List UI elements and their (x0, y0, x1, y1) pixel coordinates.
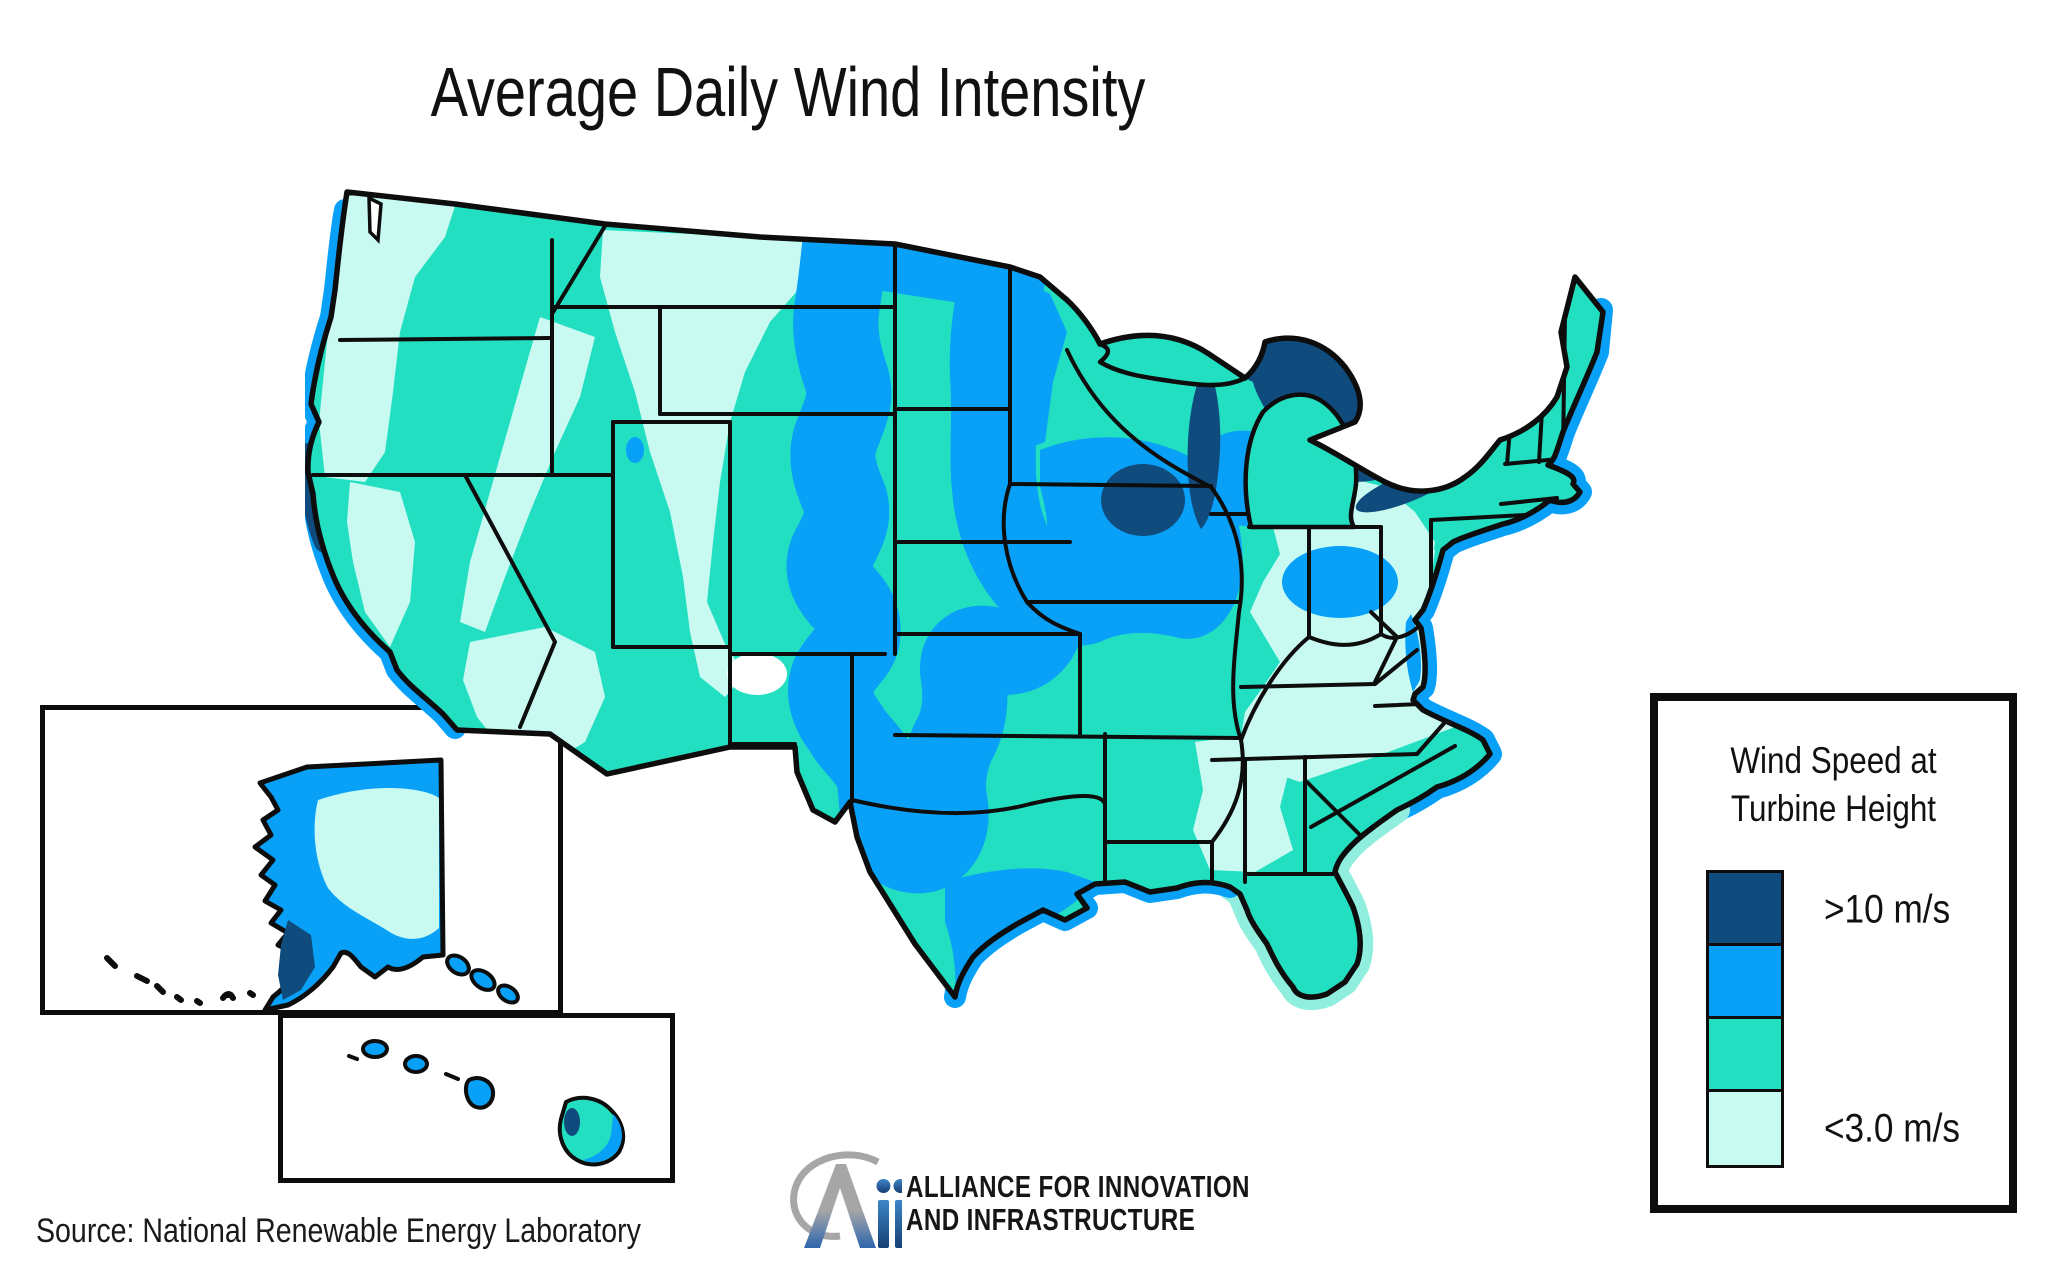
legend-row (1706, 1015, 1966, 1095)
legend-row: <3.0 m/s (1706, 1088, 1966, 1168)
logo-letters-ii (876, 1179, 908, 1248)
alaska-panhandle-islands (445, 953, 520, 1005)
alaska-inset-box (40, 705, 563, 1015)
legend-swatch-cyan (1706, 1088, 1784, 1168)
aii-logo-mark (790, 1151, 908, 1248)
logo-line1: ALLIANCE FOR INNOVATION (906, 1169, 1250, 1204)
hawaii-map (347, 1039, 626, 1167)
puget-sound-notch (367, 195, 383, 244)
source-attribution: Source: National Renewable Energy Labora… (36, 1212, 641, 1250)
alaska-low-wind-region (314, 788, 439, 939)
hawaii-inset-box (278, 1013, 675, 1183)
aii-logo: ALLIANCE FOR INNOVATION AND INFRASTRUCTU… (782, 1148, 1302, 1258)
logo-line2: AND INFRASTRUCTURE (906, 1202, 1196, 1237)
iowa-navy-blob (1101, 464, 1185, 536)
legend-scale: >10 m/s <3.0 m/s (1706, 869, 1966, 1168)
big-island-windy-edge (583, 1114, 622, 1163)
legend-row (1706, 942, 1966, 1022)
aleutian-islands (104, 955, 256, 1006)
logo-wordmark: ALLIANCE FOR INNOVATION AND INFRASTRUCTU… (906, 1170, 1250, 1236)
alaska-map (104, 757, 520, 1013)
legend-title-line1: Wind Speed at (1730, 740, 1937, 781)
big-island-navy-patch (564, 1108, 580, 1136)
legend-swatch-teal (1706, 1015, 1784, 1095)
legend-box: Wind Speed at Turbine Height >10 m/s <3.… (1650, 693, 2017, 1213)
legend-swatch-blue (1706, 942, 1784, 1022)
great-salt-lake (626, 437, 644, 463)
nm-white-patch (727, 653, 787, 695)
logo-letter-a (804, 1164, 876, 1248)
hawaii-islands (347, 1039, 626, 1167)
legend-title: Wind Speed at Turbine Height (1684, 737, 1982, 833)
legend-title-line2: Turbine Height (1730, 788, 1937, 829)
page-title: Average Daily Wind Intensity (430, 53, 1146, 131)
legend-label-min: <3.0 m/s (1824, 1106, 1960, 1150)
legend-label-max: >10 m/s (1824, 887, 1951, 931)
us-wind-map (305, 182, 1613, 1011)
legend-row: >10 m/s (1706, 869, 1966, 949)
legend-swatch-navy (1706, 869, 1784, 949)
alaska-high-wind-patch (278, 920, 315, 1000)
michigan-lower-peninsula (1243, 392, 1359, 530)
